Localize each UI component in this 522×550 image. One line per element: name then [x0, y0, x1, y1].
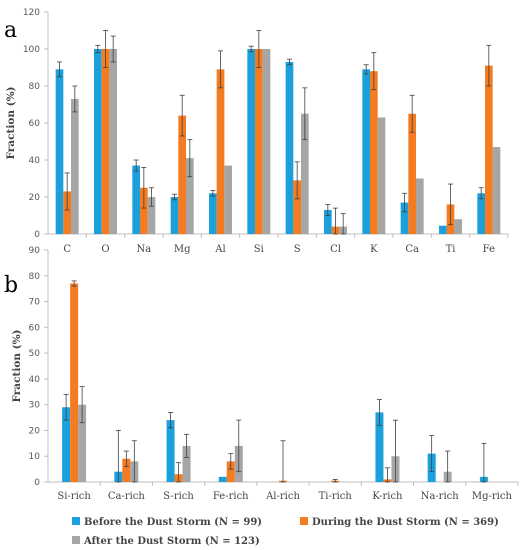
y-tick-label: 10 [29, 452, 41, 462]
legend-label-before: Before the Dust Storm (N = 99) [84, 517, 262, 528]
y-tick-label: 40 [29, 375, 41, 385]
x-tick-label: Si [254, 244, 264, 255]
bar-before [166, 420, 175, 482]
y-tick-label: 90 [29, 246, 41, 256]
legend-item-during: During the Dust Storm (N = 369) [300, 517, 499, 528]
x-tick-label: Al-rich [265, 491, 300, 502]
bar-before [477, 193, 485, 234]
y-tick-label: 20 [29, 193, 41, 203]
bar-before [209, 193, 217, 234]
bar-after [262, 49, 271, 234]
bar-during [216, 69, 225, 234]
x-tick-label: Ti [446, 244, 456, 255]
bar-after [416, 178, 424, 234]
legend-swatch-after [72, 536, 80, 544]
bar-after [78, 404, 87, 482]
x-tick-label: Ca-rich [108, 491, 146, 502]
x-tick-label: Mg-rich [472, 491, 513, 502]
x-tick-label: Na [136, 244, 151, 255]
bar-after [109, 49, 117, 234]
legend: Before the Dust Storm (N = 99) During th… [72, 517, 499, 547]
bar-before [218, 476, 227, 482]
y-tick-label: 30 [29, 401, 41, 411]
x-tick-label: Ti-rich [319, 491, 353, 502]
legend-swatch-during [300, 517, 308, 525]
x-tick-label: Mg [174, 244, 191, 255]
bar-before [362, 69, 370, 234]
x-tick-label: Ca [405, 244, 419, 255]
y-tick-label: 100 [23, 45, 40, 55]
x-tick-label: K [370, 244, 378, 255]
bar-during [70, 283, 79, 482]
x-tick-label: Cl [330, 244, 341, 255]
bar-before [132, 165, 140, 234]
x-tick-label: S-rich [163, 491, 194, 502]
y-tick-label: 50 [29, 349, 41, 359]
legend-label-during: During the Dust Storm (N = 369) [312, 517, 499, 528]
bar-during [226, 461, 235, 482]
bar-during [293, 180, 301, 234]
y-tick-label: 40 [29, 156, 41, 166]
legend-item-after: After the Dust Storm (N = 123) [72, 536, 260, 547]
bar-before [62, 407, 71, 482]
panel-b-label: b [4, 273, 18, 298]
bar-after [186, 158, 194, 234]
y-tick-label: 0 [34, 230, 40, 240]
x-tick-label: C [63, 244, 71, 255]
y-tick-label: 0 [34, 478, 40, 488]
y-axis-title: Fraction (%) [11, 329, 23, 402]
x-tick-label: Si-rich [57, 491, 91, 502]
x-tick-label: K-rich [372, 491, 403, 502]
bar-during [63, 191, 71, 234]
bar-during [255, 49, 263, 234]
bar-during [370, 71, 378, 234]
bar-during [485, 65, 493, 235]
bar-after [454, 219, 462, 234]
bar-after [301, 113, 309, 234]
x-tick-label: O [101, 244, 109, 255]
x-tick-label: Na-rich [421, 491, 460, 502]
bar-during [122, 458, 131, 482]
y-tick-label: 20 [29, 426, 41, 436]
bar-during [408, 113, 416, 234]
bar-before [439, 225, 447, 234]
y-tick-label: 70 [29, 298, 41, 308]
bar-during [178, 115, 186, 234]
bar-after [492, 147, 501, 234]
x-tick-label: Fe-rich [213, 491, 249, 502]
y-tick-label: 60 [29, 119, 41, 129]
bar-before [324, 209, 332, 234]
bar-after [182, 445, 191, 482]
y-axis-title: Fraction (%) [5, 86, 17, 159]
bar-during [140, 187, 148, 234]
bar-before [170, 197, 179, 234]
y-tick-label: 120 [23, 8, 40, 18]
legend-swatch-before [72, 517, 80, 525]
bar-before [94, 49, 102, 234]
x-tick-label: Al [214, 244, 225, 255]
legend-item-before: Before the Dust Storm (N = 99) [72, 517, 262, 528]
bar-before [247, 49, 255, 234]
x-tick-label: Fe [483, 244, 495, 255]
legend-label-after: After the Dust Storm (N = 123) [83, 536, 260, 547]
panel-a-label: a [4, 18, 17, 43]
bar-before [375, 412, 384, 482]
bar-before [400, 202, 409, 234]
bar-after [224, 165, 232, 234]
bar-after [377, 117, 386, 234]
bar-before [285, 61, 294, 235]
y-tick-label: 80 [29, 272, 41, 282]
y-tick-label: 80 [29, 82, 41, 92]
bar-after [71, 98, 79, 234]
bar-during [101, 49, 110, 234]
x-tick-label: S [294, 244, 301, 255]
y-tick-label: 60 [29, 323, 41, 333]
chart-panel-b: 0 10 20 30 40 50 60 70 80 90 Fraction (%) Si-rich Ca… [11, 246, 519, 502]
chart-panel-a: 0 20 40 60 80 100 120 Fraction (%) C O Na Mg Al Si S Cl… [5, 8, 509, 255]
bar-before [55, 69, 64, 234]
bar-after [147, 197, 156, 234]
